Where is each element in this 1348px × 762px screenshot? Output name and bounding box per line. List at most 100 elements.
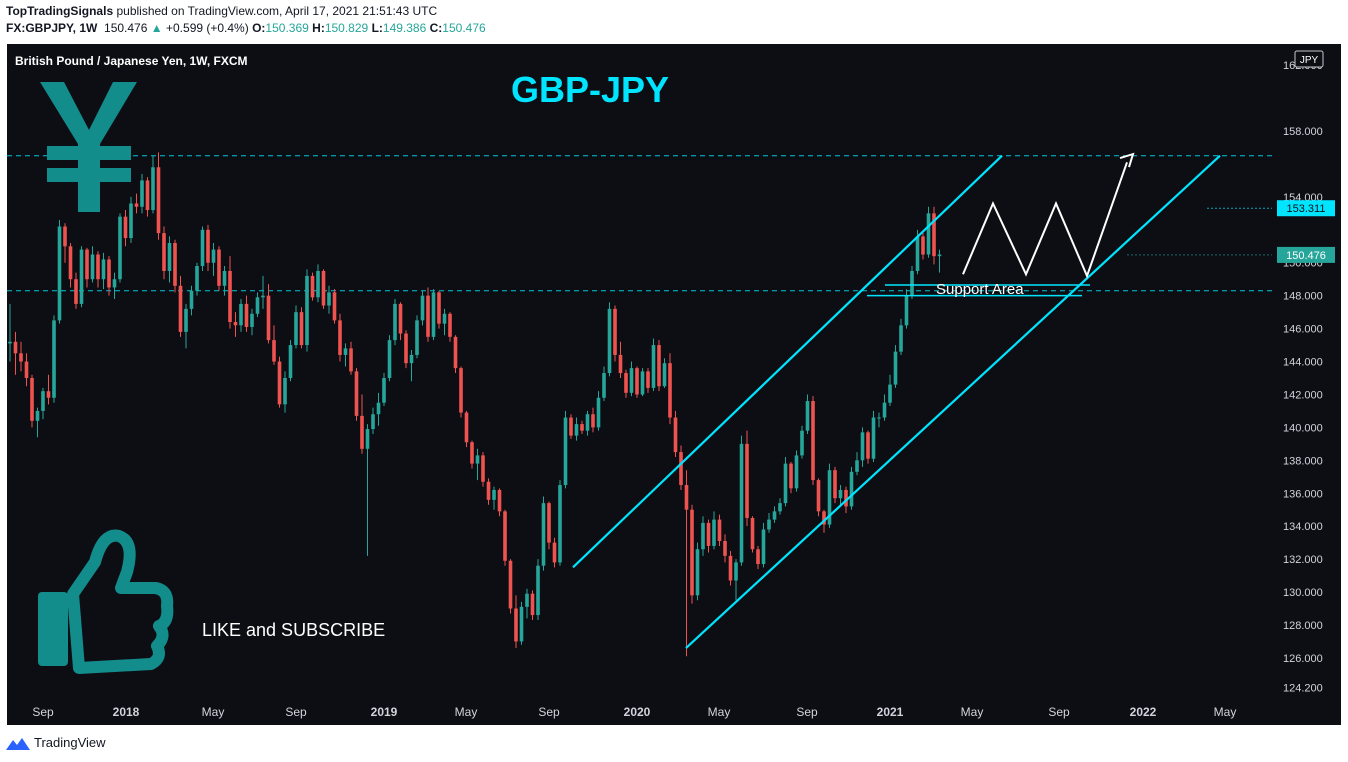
candle-body: [426, 295, 430, 337]
x-tick-label: 2021: [877, 705, 904, 719]
candle-body: [365, 429, 370, 449]
candle-body: [492, 489, 496, 500]
candle-body: [173, 242, 177, 286]
chart-pane[interactable]: 162.000158.000154.000150.000148.000146.0…: [7, 44, 1341, 725]
candle-body: [657, 345, 661, 387]
candle-body: [79, 249, 84, 304]
candle-body: [904, 295, 909, 326]
candle-body: [893, 351, 898, 385]
candle-body: [932, 213, 936, 257]
candle-body: [431, 292, 436, 337]
candle-body: [343, 348, 348, 355]
candle-body: [822, 511, 826, 525]
candle-body: [783, 463, 788, 504]
candle-body: [899, 325, 903, 352]
price-chart[interactable]: 162.000158.000154.000150.000148.000146.0…: [7, 44, 1341, 725]
y-tick-label: 130.000: [1283, 587, 1323, 599]
x-tick-label: May: [708, 705, 731, 719]
y-tick-label: 128.000: [1283, 620, 1323, 632]
channel-lower-line: [685, 154, 1221, 649]
candle-body: [756, 549, 760, 565]
candle-body: [717, 519, 722, 541]
candle-body: [255, 297, 260, 314]
candle-body: [57, 226, 62, 321]
candle-body: [63, 226, 67, 247]
candle-body: [690, 509, 694, 596]
y-tick-label: 140.000: [1283, 422, 1323, 434]
candle-body: [668, 363, 672, 418]
candle-body: [261, 295, 265, 298]
candle-body: [189, 290, 194, 309]
candle-body: [591, 414, 595, 428]
candle-body: [151, 167, 155, 211]
x-tick-label: Sep: [796, 705, 818, 719]
candle-body: [129, 203, 133, 239]
candle-body: [41, 391, 45, 411]
candle-body: [613, 308, 617, 355]
candle-body: [833, 470, 837, 499]
support-area-label: Support Area: [936, 281, 1024, 298]
candle-body: [68, 246, 73, 280]
candle-body: [420, 295, 425, 321]
candle-body: [382, 378, 386, 403]
candle-body: [288, 345, 293, 378]
candle-body: [211, 249, 216, 263]
candle-body: [871, 417, 876, 459]
candle-body: [85, 249, 89, 280]
candle-body: [464, 412, 469, 443]
currency-badge[interactable]: JPY: [1294, 50, 1324, 68]
candle-body: [695, 549, 700, 596]
thumbs-up-icon: [38, 529, 174, 674]
candle-body: [294, 312, 298, 346]
symbol-label: FX:GBPJPY, 1W: [6, 21, 98, 35]
x-tick-label: Sep: [538, 705, 560, 719]
candle-body: [167, 242, 172, 271]
candle-body: [558, 485, 562, 563]
candle-body: [596, 397, 601, 428]
candle-body: [52, 320, 56, 398]
chart-title: GBP-JPY: [511, 69, 669, 110]
high-label: H:: [312, 21, 325, 35]
candle-body: [8, 341, 12, 344]
candle-body: [838, 489, 843, 499]
close-value: 150.476: [442, 21, 486, 35]
candle-body: [305, 275, 309, 346]
candle-body: [310, 275, 315, 298]
candle-body: [442, 313, 447, 324]
candle-body: [635, 368, 639, 395]
tradingview-footer[interactable]: TradingView: [6, 735, 106, 750]
price-change: +0.599 (+0.4%): [166, 21, 249, 35]
candle-body: [701, 522, 705, 550]
candle-body: [239, 303, 243, 326]
author-name[interactable]: TopTradingSignals: [6, 4, 114, 18]
candle-body: [926, 213, 931, 255]
candle-body: [888, 384, 892, 403]
x-tick-label: May: [202, 705, 225, 719]
x-tick-label: 2019: [371, 705, 398, 719]
candle-body: [123, 216, 128, 239]
candle-body: [723, 541, 727, 556]
low-value: 149.386: [382, 21, 427, 35]
open-label: O:: [252, 21, 266, 35]
candle-body: [860, 432, 865, 461]
candle-body: [772, 511, 777, 520]
candle-body: [354, 371, 359, 416]
candle-body: [602, 373, 606, 398]
candle-body: [277, 361, 282, 405]
candle-body: [679, 452, 683, 486]
x-tick-label: 2022: [1130, 705, 1157, 719]
candle-body: [684, 485, 689, 510]
candle-body: [299, 312, 304, 346]
candle-body: [228, 270, 232, 323]
candle-body: [206, 229, 210, 263]
candle-body: [332, 292, 337, 321]
x-tick-label: 2018: [113, 705, 140, 719]
x-tick-label: Sep: [1048, 705, 1070, 719]
candle-body: [805, 401, 810, 431]
y-tick-label: 158.000: [1283, 126, 1323, 138]
candle-body: [712, 519, 716, 546]
price-badge: [1277, 200, 1335, 217]
last-price: 150.476: [104, 21, 148, 35]
channel-upper-line-1: [572, 154, 1003, 569]
candle-body: [921, 236, 925, 255]
